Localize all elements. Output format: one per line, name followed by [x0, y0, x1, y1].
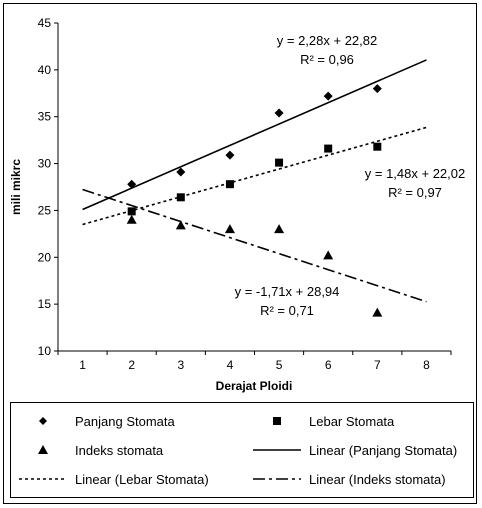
trend-equation-labels: y = 2,28x + 22,82 R² = 0,96 y = 1,48x + …: [235, 33, 466, 318]
x-tick-label: 5: [276, 358, 283, 372]
r2-panjang: R² = 0,96: [300, 52, 354, 67]
point-indeks: [224, 224, 235, 234]
x-tick-label: 2: [128, 358, 135, 372]
point-lebar: [176, 193, 185, 202]
trendline-indeks: [82, 188, 427, 303]
legend-item-panjang: Panjang Stomata: [17, 411, 175, 431]
legend-label-lebar: Lebar Stomata: [309, 413, 395, 429]
y-tick-label: 10: [38, 344, 52, 358]
point-panjang: [274, 108, 284, 118]
x-tick-label: 4: [227, 358, 234, 372]
x-tick-label: 1: [79, 358, 86, 372]
r2-lebar: R² = 0,97: [388, 185, 442, 200]
legend-label-indeks: Indeks stomata: [75, 442, 164, 458]
point-indeks: [323, 250, 334, 260]
data-markers: [126, 84, 383, 317]
r2-indeks: R² = 0,71: [260, 303, 314, 318]
x-tick-label: 7: [374, 358, 381, 372]
triangle-marker-icon: [38, 445, 48, 454]
x-tick-label: 8: [423, 358, 430, 372]
y-tick-label: 45: [38, 16, 52, 30]
point-panjang: [323, 91, 333, 101]
diamond-marker-icon: [39, 417, 47, 425]
y-tick-label: 40: [38, 63, 52, 77]
chart-frame: [3, 3, 477, 504]
y-tick-label: 15: [38, 297, 52, 311]
eq-lebar: y = 1,48x + 22,02: [365, 166, 465, 181]
legend-item-linear-lebar: Linear (Lebar Stomata): [17, 469, 209, 489]
point-panjang: [225, 150, 235, 160]
y-tick-label: 35: [38, 110, 52, 124]
y-axis-title: mili mikrc: [9, 159, 23, 215]
x-tick-label: 3: [177, 358, 184, 372]
point-indeks: [274, 224, 285, 234]
point-panjang: [176, 167, 186, 177]
chart-legend: Panjang Stomata Lebar Stomata Indeks sto…: [10, 402, 474, 498]
x-tick-label: 6: [325, 358, 332, 372]
point-panjang: [372, 84, 382, 94]
trendline-panjang: [82, 59, 427, 211]
point-lebar: [127, 207, 136, 216]
y-tick-label: 25: [38, 203, 52, 217]
solid-line-icon: [253, 449, 301, 451]
legend-item-linear-panjang: Linear (Panjang Stomata): [251, 440, 457, 460]
square-marker-icon: [273, 417, 281, 425]
point-lebar: [225, 180, 234, 189]
point-indeks: [126, 214, 137, 224]
eq-indeks: y = -1,71x + 28,94: [235, 284, 340, 299]
trend-lines: [82, 59, 427, 303]
point-lebar: [324, 144, 333, 153]
legend-item-linear-indeks: Linear (Indeks stomata): [251, 469, 446, 489]
point-indeks: [175, 220, 186, 230]
point-panjang: [127, 179, 137, 189]
y-tick-label: 20: [38, 250, 52, 264]
legend-label-linear-lebar: Linear (Lebar Stomata): [75, 471, 209, 487]
legend-label-linear-indeks: Linear (Indeks stomata): [309, 471, 446, 487]
dotted-line-icon: [19, 478, 67, 480]
legend-item-indeks: Indeks stomata: [17, 440, 163, 460]
legend-item-lebar: Lebar Stomata: [251, 411, 394, 431]
point-lebar: [275, 158, 284, 167]
point-lebar: [373, 142, 382, 151]
y-tick-label: 30: [38, 157, 52, 171]
eq-panjang: y = 2,28x + 22,82: [277, 33, 377, 48]
legend-label-linear-panjang: Linear (Panjang Stomata): [309, 442, 458, 458]
legend-label-panjang: Panjang Stomata: [75, 413, 175, 429]
dashdot-line-icon: [253, 478, 301, 480]
x-axis-title: Derajat Ploidi: [216, 379, 293, 393]
point-indeks: [372, 307, 383, 317]
